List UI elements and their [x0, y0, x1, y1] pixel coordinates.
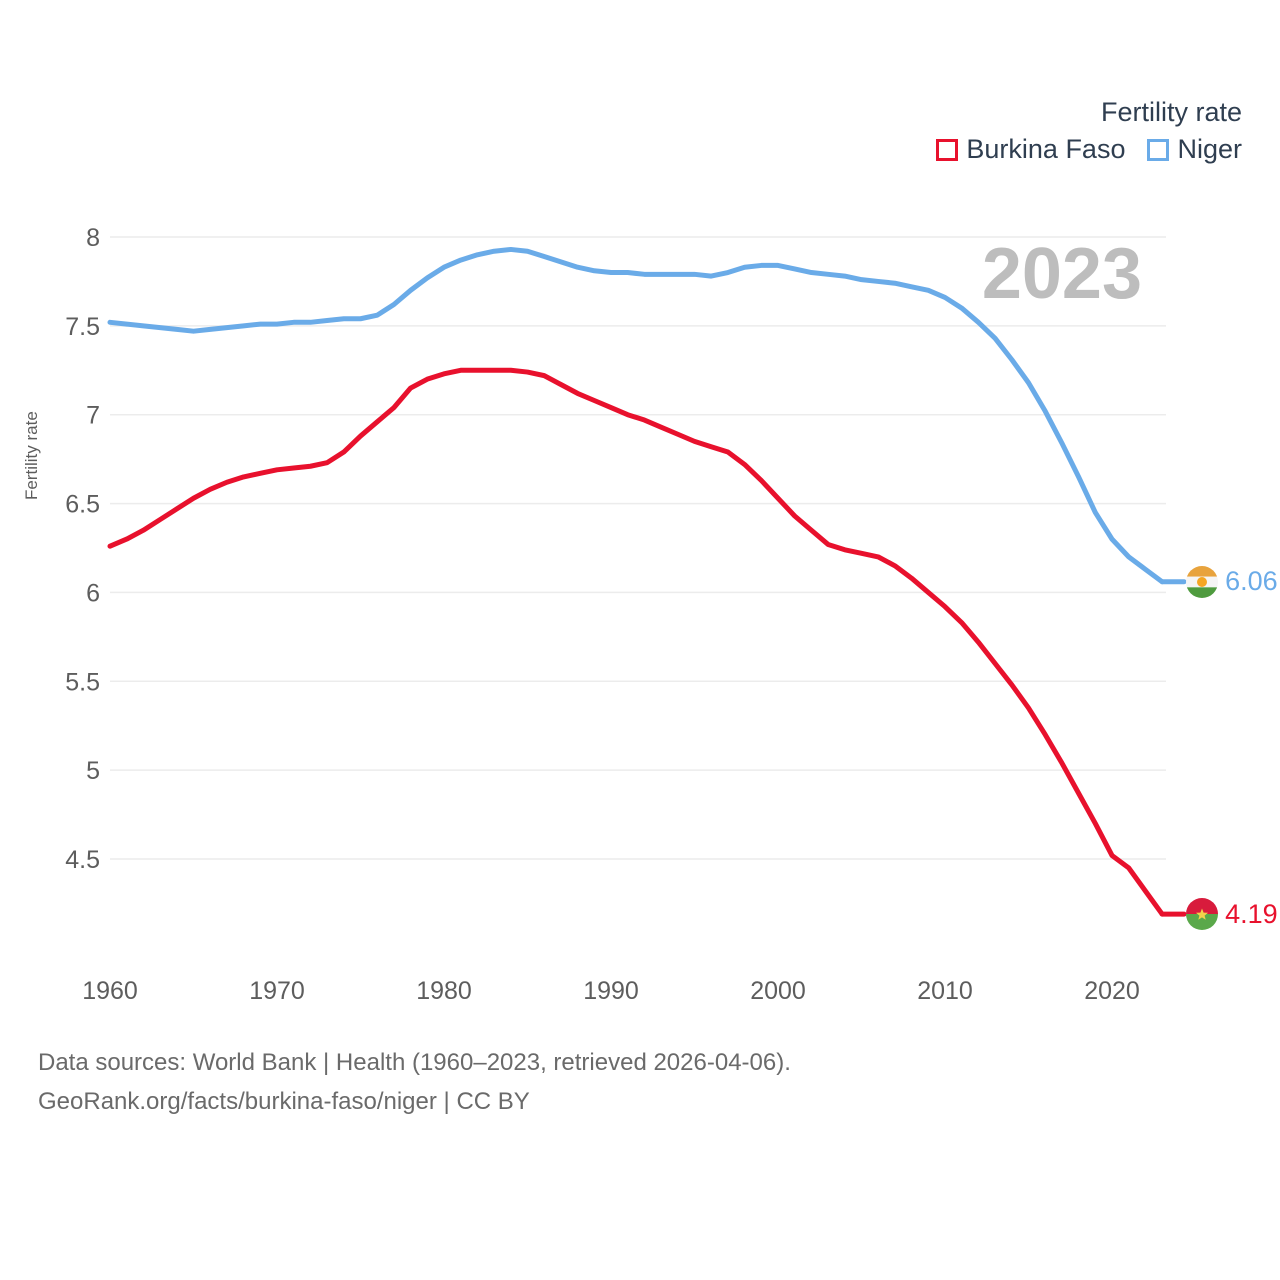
endpoint-value-burkina-faso: 4.19 — [1225, 898, 1278, 929]
chart-legend: Fertility rate Burkina Faso Niger — [936, 96, 1242, 165]
line-chart: 8 7.5 7 6.5 6 5.5 5 4.5 1960 1970 1980 1990 2000 2010… — [65, 224, 1187, 1005]
footer-line-attribution[interactable]: GeoRank.org/facts/burkina-faso/niger | C… — [38, 1087, 530, 1115]
y-axis-tick-label: 8 — [86, 224, 100, 252]
niger-flag-icon — [1186, 565, 1219, 598]
x-axis-tick-label: 2010 — [917, 977, 973, 1005]
legend-swatch-icon — [1147, 138, 1170, 161]
footer-credits: Data sources: World Bank | Health (1960–… — [38, 1044, 791, 1122]
legend-title: Fertility rate — [1100, 97, 1242, 127]
endpoint-marker-niger[interactable]: 6.06 — [1186, 565, 1278, 598]
footer-line-sources: Data sources: World Bank | Health (1960–… — [38, 1049, 791, 1076]
y-axis-tick-label: 7.5 — [65, 313, 100, 341]
y-axis-tick-label: 4.5 — [65, 846, 100, 874]
y-axis-tick-label: 6 — [86, 579, 100, 607]
x-axis-tick-label: 1980 — [416, 977, 472, 1005]
y-axis-tick-label: 5 — [86, 757, 100, 785]
plot-area: Fertility rate 8 7.5 7 6.5 6 5.5 5 4.5 1960 1970 1… — [22, 224, 1187, 1005]
x-axis-tick-label: 1990 — [583, 977, 639, 1005]
y-axis-label: Fertility rate — [22, 411, 41, 500]
endpoint-value-niger: 6.06 — [1225, 566, 1278, 597]
legend-item-burkina-faso[interactable]: Burkina Faso — [936, 134, 1125, 165]
legend-item-label: Burkina Faso — [966, 134, 1126, 165]
y-axis-tick-label: 7 — [86, 402, 100, 430]
y-axis-tick-label: 5.5 — [65, 668, 100, 696]
legend-item-label: Niger — [1177, 134, 1242, 165]
legend-swatch-icon — [936, 138, 959, 161]
series-line-niger[interactable] — [107, 246, 1165, 585]
x-axis-tick-label: 2000 — [750, 977, 806, 1005]
x-axis-tick-label: 1970 — [249, 977, 305, 1005]
endpoint-marker-burkina-faso[interactable]: 4.19 — [1186, 898, 1278, 931]
x-axis-tick-label: 1960 — [82, 977, 138, 1005]
y-axis-tick-label: 6.5 — [65, 491, 100, 519]
series-line-burkina-faso[interactable] — [107, 367, 1165, 917]
x-axis-tick-label: 2020 — [1084, 977, 1140, 1005]
legend-items: Burkina Faso Niger — [936, 134, 1242, 165]
year-watermark: 2023 — [981, 234, 1142, 314]
legend-item-niger[interactable]: Niger — [1147, 134, 1242, 165]
burkina-faso-flag-icon — [1186, 898, 1219, 931]
